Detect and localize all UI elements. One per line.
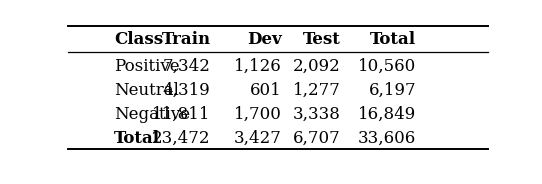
Text: Class: Class (114, 31, 163, 48)
Text: Total: Total (114, 130, 160, 147)
Text: Positive: Positive (114, 58, 179, 75)
Text: 16,849: 16,849 (358, 106, 416, 123)
Text: 11,811: 11,811 (152, 106, 210, 123)
Text: 2,092: 2,092 (293, 58, 341, 75)
Text: 4,319: 4,319 (163, 82, 210, 99)
Text: 1,700: 1,700 (234, 106, 282, 123)
Text: 23,472: 23,472 (152, 130, 210, 147)
Text: 3,338: 3,338 (293, 106, 341, 123)
Text: Train: Train (162, 31, 210, 48)
Text: 10,560: 10,560 (358, 58, 416, 75)
Text: Neutral: Neutral (114, 82, 179, 99)
Text: 1,126: 1,126 (234, 58, 282, 75)
Text: 6,197: 6,197 (369, 82, 416, 99)
Text: 1,277: 1,277 (293, 82, 341, 99)
Text: Negative: Negative (114, 106, 190, 123)
Text: 6,707: 6,707 (293, 130, 341, 147)
Text: 3,427: 3,427 (234, 130, 282, 147)
Text: 33,606: 33,606 (358, 130, 416, 147)
Text: Dev: Dev (247, 31, 282, 48)
Text: Test: Test (303, 31, 341, 48)
Text: 7,342: 7,342 (163, 58, 210, 75)
Text: 601: 601 (250, 82, 282, 99)
Text: Total: Total (370, 31, 416, 48)
